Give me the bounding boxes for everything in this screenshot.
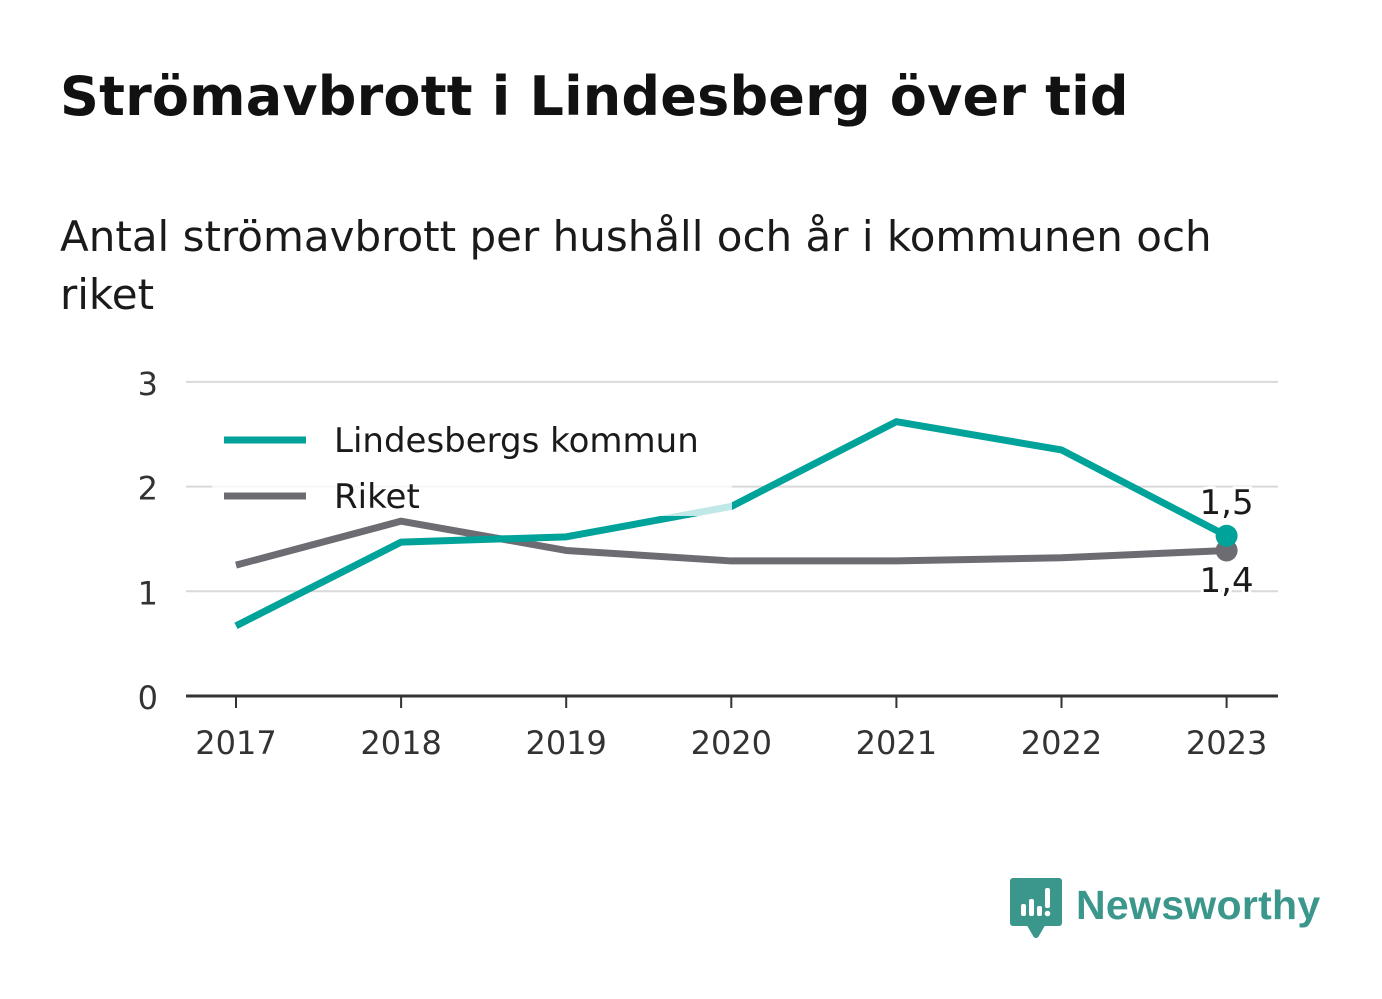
end-value-label: 1,5 [1200, 483, 1254, 523]
y-tick-label: 1 [138, 574, 158, 612]
newsworthy-chart-icon [1010, 878, 1062, 938]
brand-icon-bar [1021, 904, 1026, 916]
chart-subtitle: Antal strömavbrott per hushåll och år i … [60, 212, 1212, 319]
end-point-marker [1215, 524, 1238, 547]
line-chart: 0 1 2 3 2017 2018 2019 2020 2021 2022 2023 Lindesb… [138, 365, 1278, 762]
end-labels: 1,5 1,4 [1197, 480, 1257, 604]
legend: Lindesbergs kommun Riket [212, 408, 732, 517]
x-tick-label: 2021 [856, 724, 937, 762]
axes: 0 1 2 3 2017 2018 2019 2020 2021 2022 2023 [138, 365, 1278, 762]
y-tick-label: 2 [138, 470, 158, 508]
brand-icon-bar [1037, 906, 1042, 916]
brand-name: Newsworthy [1076, 882, 1321, 928]
legend-label: Lindesbergs kommun [334, 421, 699, 461]
brand-logo: Newsworthy [1010, 875, 1321, 941]
y-tick-label: 3 [138, 365, 158, 403]
chart-title: Strömavbrott i Lindesberg över tid [60, 65, 1129, 128]
brand-icon-bar [1045, 888, 1050, 908]
brand-icon-bar [1029, 899, 1034, 916]
x-tick-label: 2018 [360, 724, 441, 762]
brand-icon-badge [1010, 878, 1062, 938]
end-value-label: 1,4 [1200, 561, 1254, 601]
x-tick-label: 2019 [525, 724, 606, 762]
x-tick-label: 2020 [691, 724, 772, 762]
brand-icon-dot [1044, 910, 1051, 917]
y-tick-label: 0 [138, 679, 158, 717]
x-tick-label: 2022 [1021, 724, 1102, 762]
x-tick-label: 2023 [1186, 724, 1267, 762]
x-tick-label: 2017 [195, 724, 276, 762]
legend-label: Riket [334, 477, 420, 517]
series-line-riket [235, 517, 1227, 569]
